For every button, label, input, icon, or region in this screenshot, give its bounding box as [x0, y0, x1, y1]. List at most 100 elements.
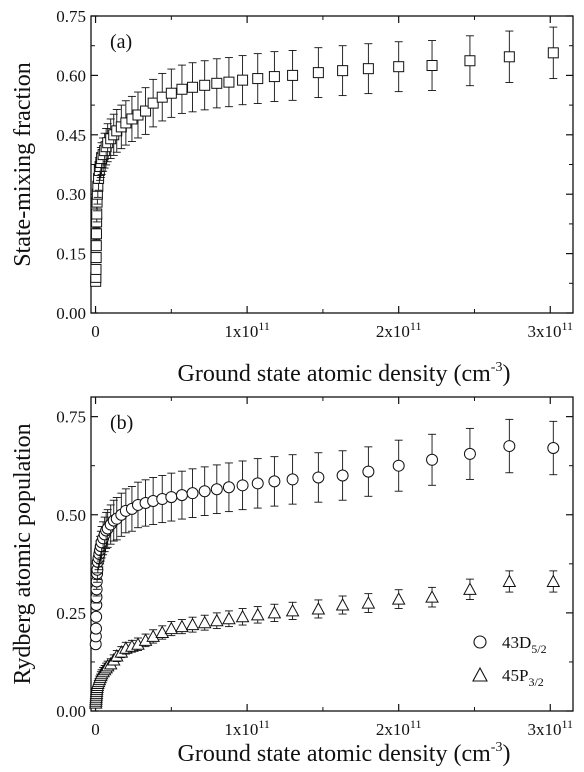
data-point [503, 51, 515, 63]
series-b-1 [88, 570, 561, 709]
data-point [426, 60, 438, 71]
legend-label: 45P3/2 [502, 666, 544, 689]
data-point [503, 440, 516, 453]
data-point [250, 607, 265, 621]
data-point [146, 629, 160, 642]
data-point [209, 613, 224, 627]
data-point [502, 574, 517, 587]
x-tick-label-a: 0 [91, 322, 100, 341]
data-point [90, 622, 103, 635]
data-point [267, 605, 282, 619]
y-tick-label-a: 0.60 [56, 66, 86, 85]
x-tick-label-a: 2x1011 [376, 319, 422, 341]
y-tick-label-b: 0.75 [56, 408, 86, 427]
data-point [186, 487, 199, 500]
y-tick-label-a: 0.75 [56, 7, 86, 26]
plot-frame-b [90, 396, 574, 712]
y-tick-label-a: 0.30 [56, 185, 86, 204]
data-point [287, 69, 299, 81]
data-point [464, 55, 476, 67]
x-tick-label-a: 3x1011 [527, 319, 573, 341]
data-point [546, 574, 561, 587]
data-point [155, 625, 170, 638]
data-point [335, 597, 350, 611]
data-point [90, 252, 102, 264]
data-point [197, 615, 212, 629]
legend-label: 43D5/2 [502, 633, 547, 656]
data-point [235, 609, 250, 623]
data-point [337, 65, 349, 77]
data-point [176, 83, 188, 95]
data-point [156, 91, 168, 103]
data-point [90, 610, 103, 623]
data-point [391, 592, 406, 605]
y-axis-label-a: State-mixing fraction [10, 62, 36, 267]
y-axis-label-b: Rydberg atomic population [10, 423, 36, 684]
series-b-0 [89, 418, 560, 651]
data-point [285, 603, 300, 617]
data-point [311, 601, 326, 615]
y-tick-label-b: 0.25 [56, 604, 86, 623]
data-point [165, 491, 178, 504]
y-tick-label-b: 0.00 [56, 702, 86, 721]
panel-b: 0.00 0.25 0.50 0.75 0 1x1011 2x1011 3x1011 (b) Gr… [10, 396, 574, 767]
legend-b: 43D5/2 45P3/2 [472, 633, 547, 689]
plot-frame-a [90, 15, 574, 314]
data-point [222, 481, 235, 494]
y-tick-label-b: 0.50 [56, 506, 86, 525]
panel-a: 0.00 0.15 0.30 0.45 0.60 0.75 0 1x1011 2x1011 3x1… [10, 7, 574, 387]
data-point [90, 240, 102, 252]
data-point [211, 77, 223, 89]
data-point [426, 453, 439, 466]
data-point [185, 617, 200, 631]
data-point [463, 447, 476, 460]
data-point [252, 73, 264, 85]
data-point [362, 465, 375, 478]
data-point [286, 473, 299, 486]
data-point [175, 489, 188, 502]
data-point [361, 596, 376, 609]
series-a-0 [90, 26, 559, 287]
data-point [90, 228, 102, 240]
data-point [463, 582, 477, 595]
y-tick-label-a: 0.45 [56, 126, 86, 145]
x-tick-label-b: 0 [91, 720, 100, 739]
panel-label-a: (a) [110, 31, 132, 53]
x-axis-label-b: Ground state atomic density (cm-3) [178, 740, 511, 767]
data-point [336, 469, 349, 482]
data-point [251, 477, 264, 490]
data-point [165, 87, 177, 99]
data-point [268, 71, 280, 83]
data-point [164, 621, 179, 635]
data-point [236, 479, 249, 492]
data-point [362, 63, 374, 75]
data-point [425, 590, 439, 603]
data-point [140, 105, 152, 117]
x-axis-label-a: Ground state atomic density (cm-3) [178, 360, 511, 387]
y-tick-label-a: 0.15 [56, 245, 86, 264]
panel-label-b: (b) [110, 412, 133, 434]
x-tick-label-b: 1x1011 [224, 717, 270, 739]
x-tick-label-b: 3x1011 [527, 717, 573, 739]
data-point [175, 619, 189, 633]
data-point [147, 97, 159, 109]
data-point [237, 74, 249, 86]
data-point [187, 81, 199, 93]
legend-marker [473, 635, 487, 649]
data-point [312, 471, 325, 484]
data-point [547, 47, 559, 59]
data-point [392, 459, 405, 472]
data-point [393, 61, 405, 73]
data-point [312, 67, 324, 79]
data-point [223, 76, 235, 88]
data-point [222, 611, 236, 625]
data-point [90, 263, 102, 275]
data-point [210, 483, 223, 496]
legend-marker [472, 666, 488, 682]
x-tick-label-b: 2x1011 [376, 717, 422, 739]
data-point [198, 485, 211, 498]
y-tick-label-a: 0.00 [56, 304, 86, 323]
data-point [547, 442, 560, 455]
